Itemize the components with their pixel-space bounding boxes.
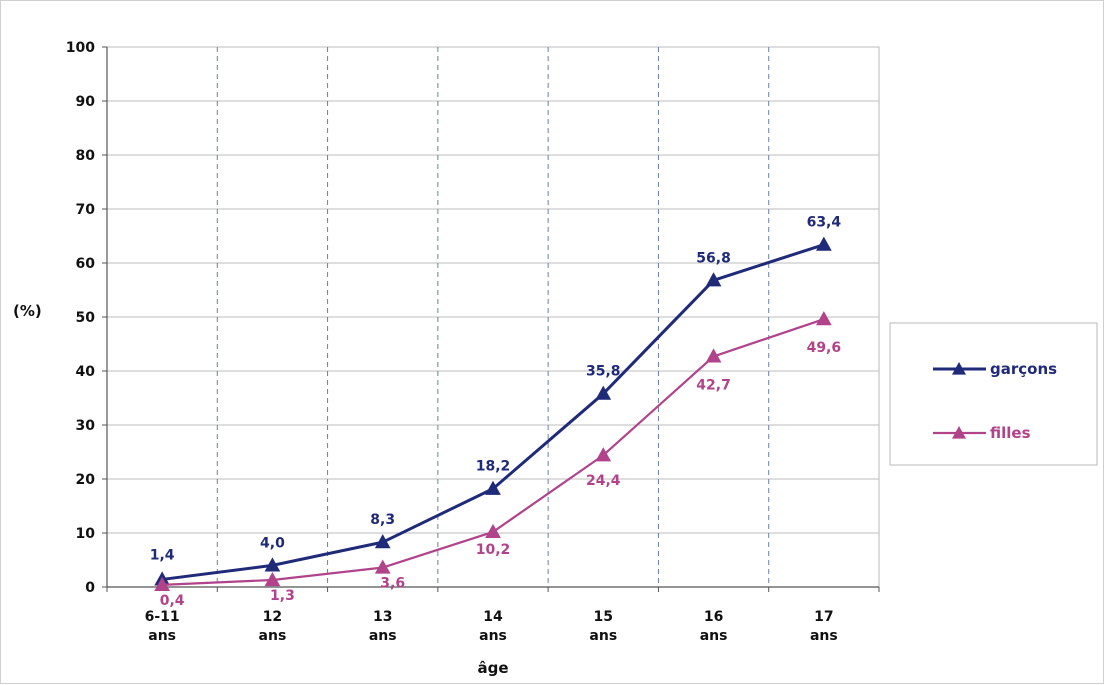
y-tick-label: 50 (76, 310, 96, 326)
legend-marker-filles (952, 426, 966, 439)
data-label-filles: 24,4 (586, 473, 621, 489)
data-point-garçons (374, 534, 391, 549)
data-label-garçons: 1,4 (150, 547, 175, 563)
y-tick-label: 10 (76, 526, 96, 542)
data-point-garçons (816, 236, 832, 251)
y-tick-label: 20 (76, 472, 96, 488)
x-tick-label: 16 ans (700, 609, 728, 644)
y-tick-label: 80 (76, 148, 96, 164)
y-axis-title: (%) (13, 302, 42, 320)
data-label-filles: 0,4 (160, 593, 185, 609)
legend-label-filles: filles (990, 424, 1031, 442)
data-point-filles (595, 447, 612, 462)
x-axis-ticks: 6-11 ans 12 ans 13 ans 14 ans 15 ans 16 ans 17 ans (106, 587, 880, 644)
legend-box (889, 322, 1098, 466)
y-axis-ticks: 0 10 20 30 40 50 60 70 80 90 100 (66, 40, 107, 596)
y-tick-label: 40 (76, 364, 96, 380)
data-label-garçons: 8,3 (370, 512, 395, 528)
data-point-garçons (485, 480, 501, 495)
data-point-filles (485, 523, 501, 539)
y-tick-label: 0 (85, 580, 95, 596)
data-point-filles (374, 559, 391, 574)
legend-marker-garçons (952, 362, 966, 375)
legend: garçons filles (889, 322, 1098, 466)
data-point-filles (705, 348, 722, 363)
data-label-filles: 42,7 (696, 377, 731, 393)
x-tick-label: 15 ans (589, 609, 617, 644)
y-tick-label: 70 (76, 202, 96, 218)
x-tick-label: 6-11 ans (145, 609, 180, 644)
data-point-filles (816, 311, 832, 326)
x-tick-label: 17 ans (810, 609, 838, 644)
data-label-garçons: 18,2 (476, 459, 511, 475)
data-label-garçons: 35,8 (586, 364, 621, 380)
y-tick-label: 90 (76, 94, 96, 110)
data-point-filles (154, 576, 170, 591)
y-tick-label: 60 (76, 256, 96, 272)
data-label-filles: 10,2 (476, 542, 511, 558)
data-label-garçons: 56,8 (696, 250, 731, 266)
data-label-filles: 1,3 (270, 588, 295, 604)
data-point-garçons (595, 385, 612, 400)
data-label-filles: 3,6 (380, 576, 405, 592)
x-tick-label: 14 ans (479, 609, 507, 644)
legend-label-garçons: garçons (990, 360, 1057, 378)
y-tick-label: 30 (76, 418, 96, 434)
data-point-filles (264, 571, 281, 587)
series-group: 1,4 4,0 8,3 18,2 35,8 56,8 63,4 0,4 1,3 3,6 10,2 24… (150, 215, 842, 609)
data-label-garçons: 4,0 (260, 535, 285, 551)
x-tick-label: 13 ans (369, 609, 397, 644)
x-axis-title: âge (477, 659, 508, 677)
data-point-garçons (705, 272, 722, 287)
data-label-garçons: 63,4 (807, 215, 842, 231)
x-tick-label: 12 ans (259, 609, 287, 644)
y-tick-label: 100 (66, 40, 95, 56)
data-label-filles: 49,6 (807, 340, 842, 356)
data-point-garçons (264, 557, 281, 572)
